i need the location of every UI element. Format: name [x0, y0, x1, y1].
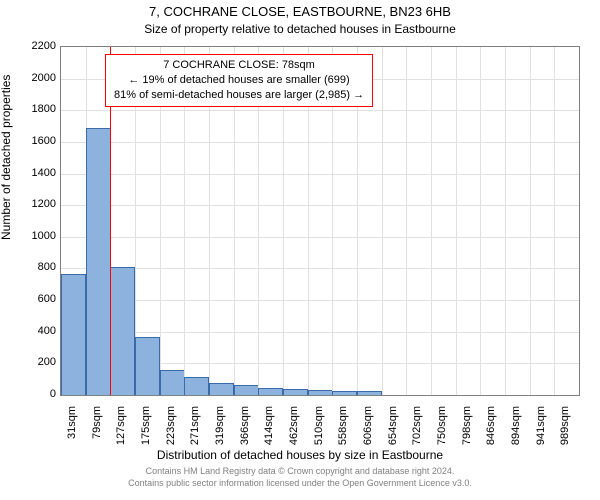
gridline-h — [61, 142, 579, 143]
gridline-h — [61, 300, 579, 301]
gridline-h — [61, 237, 579, 238]
y-tick: 200 — [16, 356, 56, 368]
chart-container: 7, COCHRANE CLOSE, EASTBOURNE, BN23 6HB … — [0, 0, 600, 500]
y-tick: 800 — [16, 261, 56, 273]
gridline-v — [406, 47, 407, 395]
x-axis-label: Distribution of detached houses by size … — [0, 448, 600, 462]
footer-line-2: Contains public sector information licen… — [0, 478, 600, 490]
histogram-bar — [283, 389, 308, 395]
annotation-box: 7 COCHRANE CLOSE: 78sqm ← 19% of detache… — [105, 54, 373, 107]
gridline-v — [530, 47, 531, 395]
histogram-bar — [258, 388, 283, 395]
chart-title: 7, COCHRANE CLOSE, EASTBOURNE, BN23 6HB — [0, 4, 600, 19]
y-tick: 2200 — [16, 40, 56, 52]
footer-line-1: Contains HM Land Registry data © Crown c… — [0, 466, 600, 478]
histogram-bar — [234, 385, 259, 395]
gridline-v — [480, 47, 481, 395]
histogram-bar — [160, 370, 185, 395]
histogram-bar — [110, 267, 135, 395]
y-tick: 600 — [16, 293, 56, 305]
histogram-bar — [308, 390, 333, 395]
gridline-h — [61, 110, 579, 111]
annotation-line-1: 7 COCHRANE CLOSE: 78sqm — [114, 58, 364, 73]
chart-subtitle: Size of property relative to detached ho… — [0, 22, 600, 36]
gridline-v — [431, 47, 432, 395]
gridline-v — [505, 47, 506, 395]
gridline-v — [554, 47, 555, 395]
histogram-bar — [86, 128, 111, 395]
histogram-bar — [357, 391, 382, 395]
y-tick: 400 — [16, 325, 56, 337]
gridline-h — [61, 268, 579, 269]
histogram-bar — [184, 377, 209, 395]
histogram-bar — [61, 274, 86, 395]
histogram-bar — [209, 383, 234, 395]
histogram-bar — [332, 391, 357, 395]
y-tick: 1000 — [16, 230, 56, 242]
gridline-v — [456, 47, 457, 395]
gridline-v — [382, 47, 383, 395]
y-tick: 1800 — [16, 103, 56, 115]
gridline-h — [61, 205, 579, 206]
y-tick: 1400 — [16, 167, 56, 179]
gridline-h — [61, 332, 579, 333]
annotation-line-3: 81% of semi-detached houses are larger (… — [114, 88, 364, 103]
y-tick: 2000 — [16, 72, 56, 84]
y-tick: 1600 — [16, 135, 56, 147]
footer-attribution: Contains HM Land Registry data © Crown c… — [0, 466, 600, 489]
gridline-h — [61, 174, 579, 175]
y-tick: 1200 — [16, 198, 56, 210]
y-axis-label: Number of detached properties — [0, 75, 13, 240]
annotation-line-2: ← 19% of detached houses are smaller (69… — [114, 73, 364, 88]
y-tick: 0 — [16, 388, 56, 400]
histogram-bar — [135, 337, 160, 395]
